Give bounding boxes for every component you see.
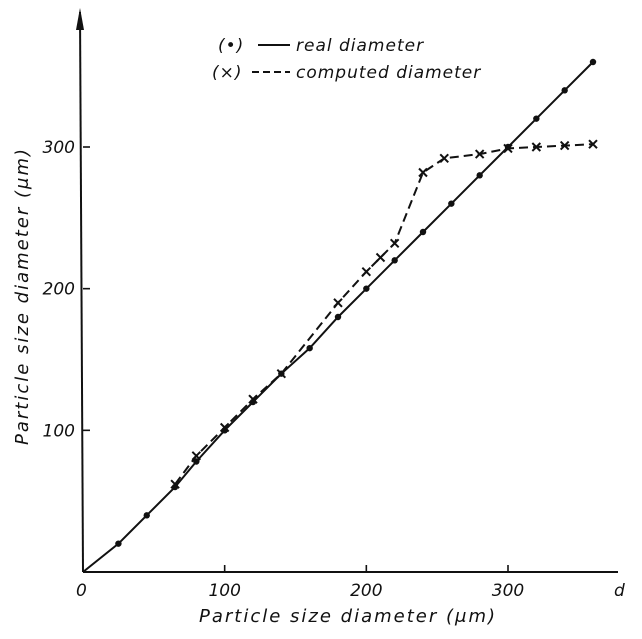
legend-marker-computed: (×) bbox=[212, 63, 243, 83]
point-real-diameter bbox=[419, 228, 427, 236]
y-axis bbox=[79, 11, 84, 573]
point-real-diameter bbox=[504, 143, 512, 151]
point-real-diameter bbox=[306, 344, 313, 352]
point-real-diameter bbox=[143, 512, 150, 519]
point-real-diameter bbox=[334, 313, 342, 321]
axes bbox=[76, 8, 618, 573]
point-computed-diameter-stroke bbox=[588, 139, 598, 149]
point-computed-diameter bbox=[588, 139, 598, 149]
point-computed-diameter-stroke bbox=[248, 394, 258, 404]
legend-label-computed: computed diameter bbox=[296, 63, 481, 83]
point-computed-diameter-stroke bbox=[361, 266, 372, 277]
point-real-diameter bbox=[561, 87, 568, 94]
point-real-diameter bbox=[391, 257, 398, 264]
point-computed-diameter bbox=[248, 394, 258, 404]
point-computed-diameter bbox=[503, 143, 513, 154]
y-tick-label-300: 300 bbox=[43, 138, 75, 158]
point-computed-diameter bbox=[439, 153, 449, 164]
point-computed-diameter bbox=[389, 238, 400, 249]
point-real-diameter bbox=[589, 58, 597, 66]
point-real-diameter bbox=[363, 285, 370, 292]
legend-label-real: real diameter bbox=[296, 36, 424, 56]
point-computed-diameter-stroke bbox=[375, 252, 386, 263]
x-axis-symbol: d bbox=[614, 581, 625, 601]
point-computed-diameter-stroke bbox=[219, 422, 230, 433]
point-computed-diameter-stroke bbox=[276, 368, 287, 379]
point-computed-diameter-stroke bbox=[503, 143, 513, 154]
point-computed-diameter bbox=[333, 298, 343, 308]
legend-item-computed: (×) computed diameter bbox=[212, 63, 481, 83]
point-computed-diameter-stroke bbox=[389, 238, 400, 249]
x-tick-label-100: 100 bbox=[208, 581, 240, 601]
point-computed-diameter bbox=[531, 142, 542, 152]
point-computed-diameter bbox=[170, 479, 180, 489]
point-real-diameter bbox=[533, 115, 540, 122]
point-real-diameter bbox=[115, 540, 122, 547]
point-computed-diameter-stroke bbox=[333, 298, 343, 308]
point-computed-diameter-stroke bbox=[170, 479, 180, 489]
legend-item-real: (•) real diameter bbox=[218, 36, 424, 56]
point-computed-diameter-stroke bbox=[439, 153, 449, 164]
point-computed-diameter-stroke bbox=[559, 140, 570, 151]
point-computed-diameter bbox=[361, 266, 372, 277]
legend: (•) real diameter (×) computed diameter bbox=[212, 36, 481, 83]
series-line-computed-diameter bbox=[174, 143, 594, 485]
y-tick-label-100: 100 bbox=[43, 421, 75, 441]
point-computed-diameter-stroke bbox=[191, 451, 202, 461]
x-tick-label-200: 200 bbox=[350, 581, 382, 601]
legend-marker-real: (•) bbox=[218, 36, 244, 56]
y-axis-arrowhead bbox=[76, 8, 84, 30]
point-real-diameter bbox=[448, 200, 455, 207]
point-real-diameter bbox=[193, 458, 200, 465]
point-computed-diameter bbox=[219, 422, 230, 433]
origin-tick-label: 0 bbox=[76, 581, 87, 601]
point-computed-diameter-stroke bbox=[418, 167, 428, 178]
y-tick-label-200: 200 bbox=[43, 280, 75, 300]
point-computed-diameter bbox=[418, 167, 428, 178]
point-real-diameter bbox=[476, 172, 483, 179]
point-computed-diameter bbox=[276, 368, 287, 379]
point-computed-diameter-stroke bbox=[531, 142, 542, 152]
point-computed-diameter-stroke bbox=[474, 149, 485, 159]
y-axis-title: Particle size diameter (μm) bbox=[12, 147, 33, 445]
point-computed-diameter bbox=[191, 451, 202, 461]
point-computed-diameter bbox=[474, 149, 485, 159]
markers bbox=[115, 58, 598, 547]
x-axis-title: Particle size diameter (μm) bbox=[199, 606, 497, 627]
point-computed-diameter bbox=[559, 140, 570, 151]
x-tick-label-300: 300 bbox=[492, 581, 524, 601]
ticks: 100 200 300 100 200 300 bbox=[43, 138, 525, 601]
point-computed-diameter bbox=[375, 252, 386, 263]
